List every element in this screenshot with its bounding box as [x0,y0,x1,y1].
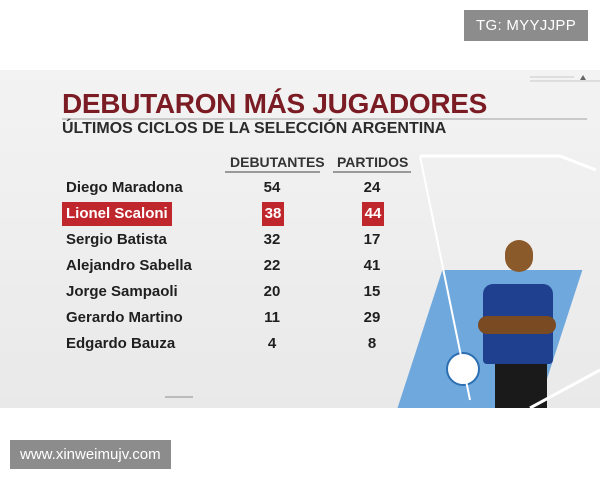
frame-lines [419,154,600,408]
player-arms [478,316,556,334]
partidos-value: 24 [363,179,381,196]
debutantes-value: 22 [263,257,281,274]
table-row: Diego Maradona 54 24 [62,176,422,200]
panel-corner-mark [530,75,600,82]
watermark-bottom: www.xinweimujv.com [10,440,171,469]
partidos-value: 29 [363,309,381,326]
coach-name: Sergio Batista [66,231,167,248]
coach-name: Edgardo Bauza [66,335,176,352]
column-header-partidos: PARTIDOS [337,154,409,170]
table-row: Gerardo Martino 11 29 [62,306,422,330]
debutantes-value: 11 [264,309,280,326]
debutantes-value: 4 [267,335,277,352]
header-underline-partidos [333,171,411,173]
table-row: Lionel Scaloni 38 44 [62,202,422,226]
coach-name: Jorge Sampaoli [66,283,178,300]
partidos-value: 17 [363,231,381,248]
debutantes-value: 20 [263,283,281,300]
table-row: Edgardo Bauza 4 8 [62,332,422,356]
table-row: Jorge Sampaoli 20 15 [62,280,422,304]
stats-graphic: DEBUTARON MÁS JUGADORES ÚLTIMOS CICLOS D… [0,70,600,408]
partidos-value: 41 [363,257,381,274]
coach-name: Diego Maradona [66,179,183,196]
debutantes-value: 32 [263,231,281,248]
column-header-debutantes: DEBUTANTES [230,154,325,170]
partidos-value: 15 [363,283,381,300]
table-row: Alejandro Sabella 22 41 [62,254,422,278]
header-underline-debutantes [225,171,320,173]
table-row: Sergio Batista 32 17 [62,228,422,252]
player-head [505,240,533,272]
graphic-subtitle: ÚLTIMOS CICLOS DE LA SELECCIÓN ARGENTINA [62,120,447,137]
partidos-value: 8 [367,335,377,352]
player-shorts [495,360,547,408]
debutantes-value: 38 [262,202,284,226]
footer-dash [165,396,193,398]
coach-name: Lionel Scaloni [62,202,172,226]
debutantes-value: 54 [263,179,281,196]
watermark-top: TG: MYYJJPP [464,10,588,41]
title-divider [62,118,587,120]
coach-name: Alejandro Sabella [66,257,192,274]
partidos-value: 44 [362,202,384,226]
coach-name: Gerardo Martino [66,309,183,326]
graphic-title: DEBUTARON MÁS JUGADORES [62,88,488,119]
